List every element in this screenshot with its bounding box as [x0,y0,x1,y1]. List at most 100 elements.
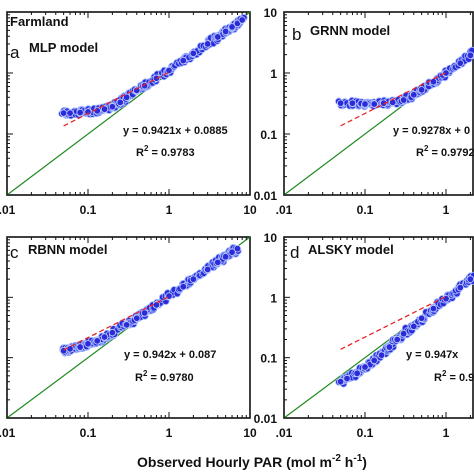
data-point [133,86,141,95]
regression-equation: y = 0.947x [406,349,459,361]
data-point [179,283,187,291]
data-point [466,51,474,60]
data-point [203,265,212,274]
y-tick-label: 1 [270,291,277,305]
axis-ticks [6,12,247,196]
r-squared-label: R2 = 0.9 [434,369,474,384]
data-point [399,329,408,338]
site-label: Farmland [10,14,69,29]
regression-equation: y = 0.942x + 0.087 [124,349,216,361]
regression-fit-line [63,71,170,127]
data-point [336,99,345,107]
data-point [93,337,101,345]
r-squared-value: = 0.9783 [148,147,194,159]
y-tick-label: 10 [264,6,278,20]
data-point [399,96,408,104]
data-point [353,369,361,378]
data-point [179,56,187,65]
r-squared-value: = 0.9 [446,372,474,384]
data-point [108,328,117,337]
axis-ticks [6,237,247,419]
x-tick-label: 0.1 [357,426,374,440]
data-point [228,248,236,256]
y-tick-label: 10 [264,231,278,245]
regression-equation: y = 0.9421x + 0.0885 [123,125,228,137]
r-squared-superscript: 2 [424,144,429,153]
data-point [140,309,149,317]
x-tick-label: 1 [166,203,173,217]
x-tick-label: 1 [166,426,173,440]
r-squared-symbol: R [434,372,442,384]
r-squared-symbol: R [416,147,424,159]
data-point [410,322,418,331]
panel-letter: b [292,25,301,44]
regression-fit-line [340,295,447,350]
data-point [84,108,92,116]
r-squared-label: R2 = 0.9780 [135,369,194,384]
plot-frame [6,11,251,196]
data-point [221,27,230,36]
panel-letter: a [10,43,20,62]
data-point [456,59,464,67]
r-squared-value: = 0.9780 [147,372,193,384]
data-point [76,108,84,117]
panel-title: ALSKY model [308,242,394,257]
data-point [370,356,378,365]
y-tick-label: 0.1 [260,128,277,142]
panel-b: b GRNN model y = 0.9278x + 0 R2 = 0.9792 .01… [254,6,474,217]
data-point [410,91,418,99]
panel-a: a MLP model y = 0.9421x + 0.0885 R2 = 0.978… [0,11,257,217]
data-point [100,105,109,113]
x-tick-label: .01 [0,426,16,440]
regression-equation: y = 0.9278x + 0 [393,125,470,137]
r-squared-superscript: 2 [144,144,149,153]
data-point [93,107,101,115]
panel-letter: d [290,243,299,262]
data-point [66,109,74,117]
data-point [417,86,426,94]
panel-title: RBNN model [28,242,107,257]
data-point [116,98,124,107]
r-squared-symbol: R [136,147,144,159]
x-tick-label: 0.1 [357,203,374,217]
data-point [442,294,450,303]
data-point [442,69,450,77]
data-point [377,351,386,359]
x-tick-label: .01 [0,203,16,217]
data-point [214,258,222,267]
data-point [393,335,401,344]
data-point [228,23,236,31]
data-point [203,40,212,48]
panel-letter: c [10,243,19,262]
data-point [238,16,246,24]
x-tick-label: 1 [443,203,450,217]
panel-title: GRNN model [310,23,390,38]
data-point [100,333,109,341]
x-tick-label: 0.1 [80,426,97,440]
data-point [417,314,426,322]
scatter-series [335,46,474,111]
one-to-one-line [283,275,474,419]
panel-title: MLP model [29,40,98,55]
scatter-series [335,271,474,388]
x-tick-label: .01 [276,203,293,217]
data-point [456,283,464,292]
r-squared-superscript: 2 [143,369,148,378]
x-tick-label: 10 [243,426,257,440]
regression-fit-line [63,296,170,351]
data-point [348,99,357,107]
axis-ticks [283,12,471,196]
panel-d: d ALSKY model y = 0.947x R2 = 0.9 .01 0.1 1 10 1… [254,231,474,440]
scatter-series [58,14,248,120]
regression-fit-line [340,71,447,127]
x-axis-label: Observed Hourly PAR (mol m-2 h-1) [137,453,367,470]
data-point [133,314,141,322]
r-squared-superscript: 2 [442,369,447,378]
x-tick-label: 0.1 [80,203,97,217]
data-point [343,374,351,383]
panel-c: c RBNN model y = 0.942x + 0.087 R2 = 0.9780… [0,236,257,440]
data-point [385,343,394,351]
data-point [361,363,369,371]
scatter-series [59,243,242,357]
